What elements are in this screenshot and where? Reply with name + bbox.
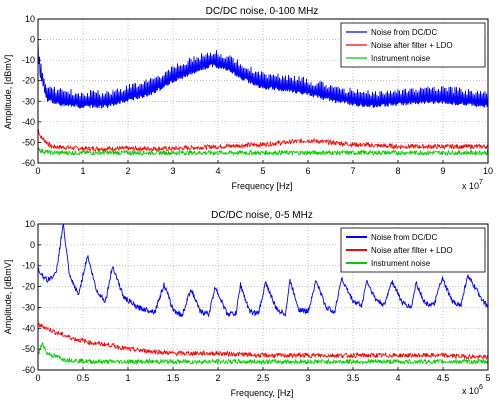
x-tick-label: 4 <box>395 373 400 383</box>
legend-label: Instrument noise <box>371 259 431 268</box>
x-exponent-label: x 107 <box>462 179 483 191</box>
y-tick-label: -50 <box>22 344 35 354</box>
x-tick-label: 2 <box>215 373 220 383</box>
x-tick-label: 9 <box>440 166 445 176</box>
series-line <box>37 40 489 110</box>
x-tick-label: 2 <box>125 166 130 176</box>
legend-label: Instrument noise <box>371 54 431 63</box>
chart-top: DC/DC noise, 0-100 MHz 0 1 2 3 4 5 6 7 8 9 10 -60 -5… <box>3 6 493 191</box>
legend-label: Noise from DC/DC <box>371 28 437 37</box>
x-tick-label: 0 <box>35 373 40 383</box>
y-axis-label: Amplitude, [dBmV] <box>3 260 13 335</box>
y-tick-label: 10 <box>25 219 35 229</box>
x-tick-label: 5 <box>260 166 265 176</box>
x-tick-label: 6 <box>305 166 310 176</box>
series-line <box>37 223 489 318</box>
y-tick-label: 0 <box>30 35 35 45</box>
y-tick-label: 10 <box>25 14 35 24</box>
x-tick-label: 1 <box>125 373 130 383</box>
y-tick-label: -60 <box>22 158 35 168</box>
y-tick-label: -30 <box>22 302 35 312</box>
x-tick-label: 3 <box>305 373 310 383</box>
y-tick-label: -10 <box>22 55 35 65</box>
chart-title: DC/DC noise, 0-5 MHz <box>211 210 313 221</box>
y-tick-label: -20 <box>22 282 35 292</box>
legend-label: Noise after filter + LDO <box>371 246 453 255</box>
x-tick-label: 1.5 <box>167 373 180 383</box>
x-tick-label: 0 <box>35 166 40 176</box>
y-tick-label: -60 <box>22 365 35 375</box>
x-tick-label: 3.5 <box>347 373 360 383</box>
x-tick-label: 1 <box>80 166 85 176</box>
y-tick-label: -30 <box>22 96 35 106</box>
x-tick-label: 5 <box>485 373 490 383</box>
series-line <box>37 322 489 361</box>
legend: Noise from DC/DC Noise after filter + LDO… <box>340 22 486 68</box>
legend: Noise from DC/DC Noise after filter + LDO… <box>340 227 486 273</box>
x-axis-label: Frequency [Hz] <box>231 181 292 191</box>
y-tick-label: -40 <box>22 117 35 127</box>
legend-label: Noise after filter + LDO <box>371 41 453 50</box>
x-axis-label: Frequency, [Hz] <box>231 388 294 398</box>
series-line <box>37 145 489 157</box>
x-tick-label: 3 <box>170 166 175 176</box>
x-tick-label: 4.5 <box>437 373 450 383</box>
series-line <box>37 342 489 366</box>
x-tick-label: 7 <box>350 166 355 176</box>
y-tick-label: -10 <box>22 261 35 271</box>
y-tick-label: -50 <box>22 137 35 147</box>
y-tick-label: -20 <box>22 76 35 86</box>
series-group <box>37 223 489 366</box>
x-tick-label: 0.5 <box>77 373 90 383</box>
y-tick-label: -40 <box>22 323 35 333</box>
series-group <box>37 40 489 157</box>
y-axis-label: Amplitude, [dBmV] <box>3 55 13 130</box>
x-tick-label: 10 <box>483 166 493 176</box>
x-tick-label: 8 <box>395 166 400 176</box>
axis-ticks: 0 0.5 1 1.5 2 2.5 3 3.5 4 4.5 5 -60 -50 -40 -30 -20 -10 0… <box>22 219 491 383</box>
chart-title: DC/DC noise, 0-100 MHz <box>206 6 319 17</box>
y-tick-label: 0 <box>30 240 35 250</box>
x-tick-label: 2.5 <box>257 373 270 383</box>
axis-ticks: 0 1 2 3 4 5 6 7 8 9 10 -60 -50 -40 -30 -20 -10 0 10 <box>22 14 493 176</box>
x-exponent-label: x 106 <box>462 384 483 396</box>
x-tick-label: 4 <box>215 166 220 176</box>
legend-label: Noise from DC/DC <box>371 233 437 242</box>
chart-bottom: DC/DC noise, 0-5 MHz 0 0.5 1 1.5 2 2.5 3 3.5 4 4.… <box>3 210 491 398</box>
